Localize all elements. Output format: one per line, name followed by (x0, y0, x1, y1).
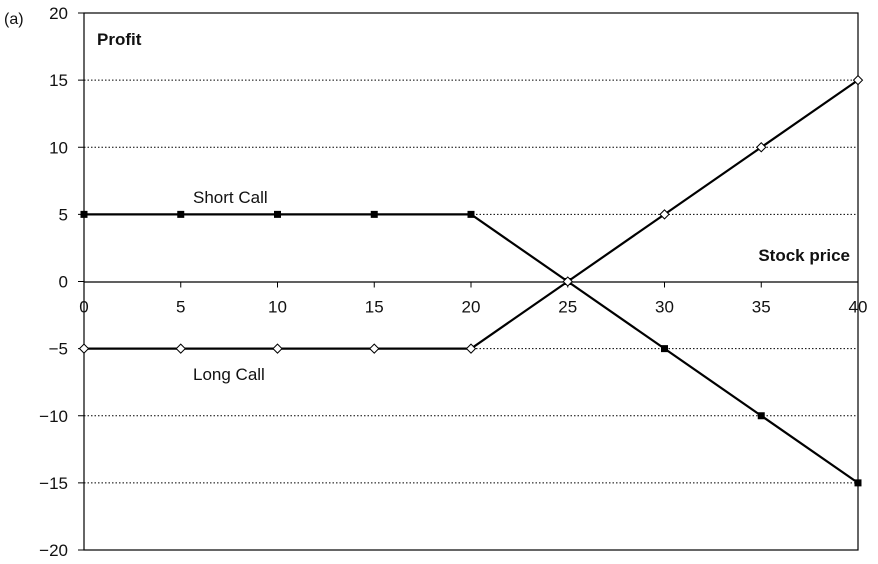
x-tick-label: 10 (268, 298, 287, 317)
x-tick-label: 25 (558, 298, 577, 317)
x-tick-label: 40 (849, 298, 868, 317)
y-tick-label: 0 (59, 273, 68, 292)
point-long-call (465, 343, 477, 354)
point-long-call (272, 343, 283, 354)
x-tick-label: 30 (655, 298, 674, 317)
point-short-call (177, 210, 185, 218)
point-long-call (175, 343, 186, 354)
series-label-short-call: Short Call (193, 188, 268, 207)
x-tick-labels: 0 5 10 15 20 25 30 35 40 (79, 281, 868, 317)
x-tick-label: 0 (79, 298, 88, 317)
x-tick-label: 5 (176, 298, 185, 317)
x-axis-title: Stock price (758, 246, 850, 265)
y-tick-label: −20 (39, 541, 68, 560)
y-tick-labels: 20 15 10 5 0 −5 −10 −15 −20 (39, 4, 84, 560)
x-tick-label: 20 (462, 298, 481, 317)
point-short-call (274, 210, 281, 218)
y-tick-label: 10 (49, 138, 68, 157)
point-long-call (369, 343, 380, 354)
y-tick-label: −15 (39, 474, 68, 493)
point-long-call (756, 142, 767, 153)
y-tick-label: −10 (39, 407, 68, 426)
y-tick-label: 5 (59, 205, 68, 224)
point-short-call (661, 345, 668, 353)
series-label-long-call: Long Call (193, 365, 265, 384)
x-tick-label: 15 (365, 298, 384, 317)
panel-label: (a) (4, 11, 24, 28)
point-long-call (562, 276, 573, 287)
point-long-call (852, 74, 864, 86)
point-short-call (80, 210, 88, 218)
y-tick-label: 15 (49, 71, 68, 90)
point-short-call (467, 210, 475, 218)
x-tick-label: 35 (752, 298, 771, 317)
point-long-call (659, 209, 670, 220)
series-group (78, 74, 864, 487)
point-long-call (78, 343, 90, 354)
y-tick-label: −5 (49, 340, 68, 359)
point-short-call (370, 210, 378, 218)
point-short-call (757, 412, 765, 420)
point-short-call (854, 479, 862, 487)
y-tick-label: 20 (49, 4, 68, 23)
grid (84, 79, 858, 484)
y-axis-title: Profit (97, 30, 142, 49)
